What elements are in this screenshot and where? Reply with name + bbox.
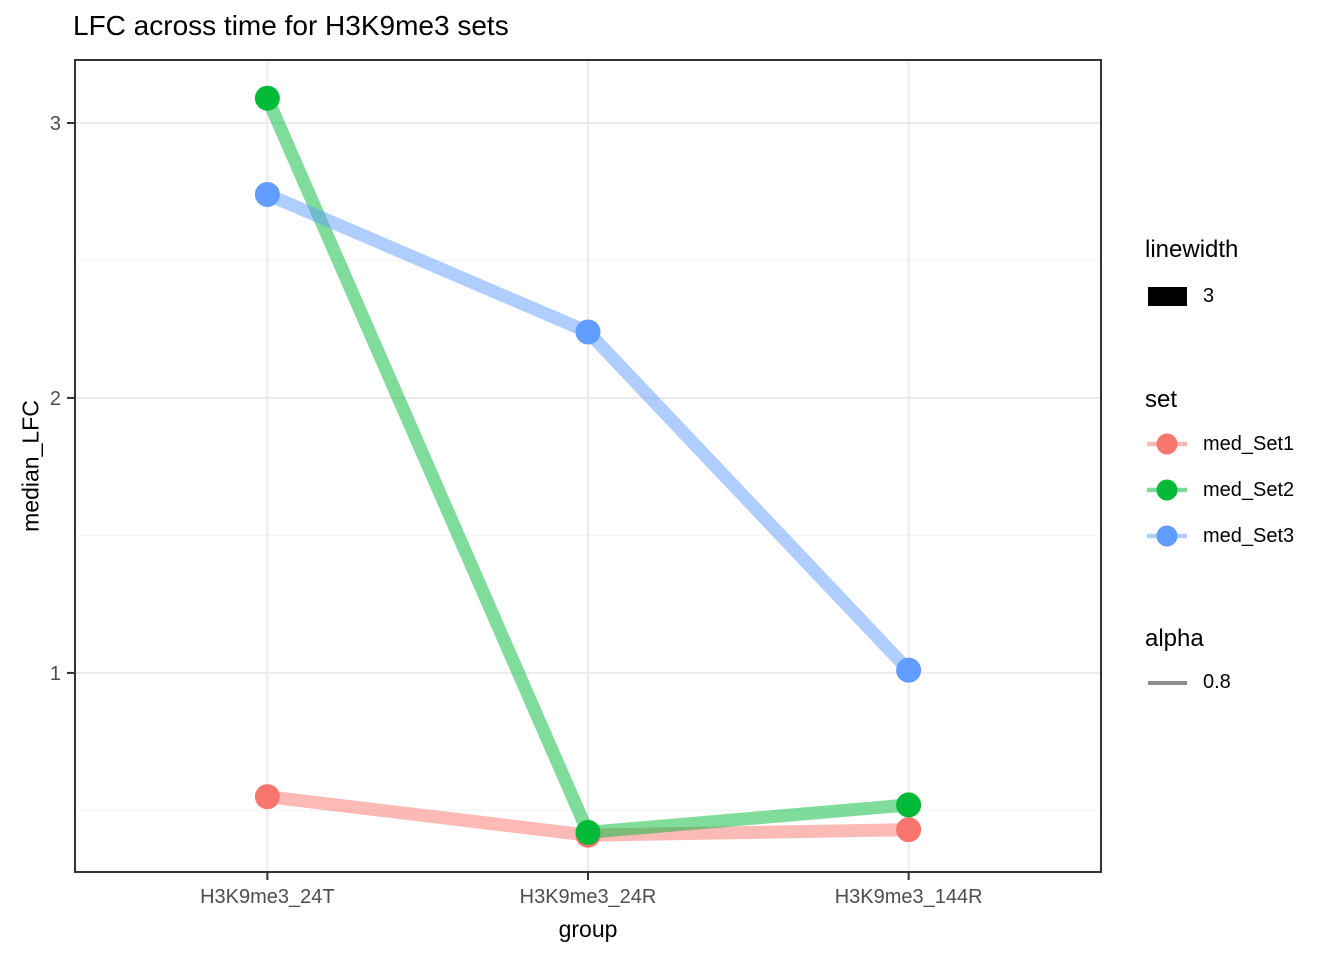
x-tick-label: H3K9me3_24T: [200, 886, 335, 908]
data-point-med_Set3: [254, 181, 280, 207]
x-tick-label: H3K9me3_144R: [835, 886, 983, 908]
y-tick-label: 1: [50, 663, 61, 685]
legend-key-point: [1156, 479, 1178, 501]
y-axis-title: median_LFC: [17, 400, 44, 532]
x-tick-label: H3K9me3_24R: [520, 886, 657, 908]
legend-set-entry: med_Set1: [1147, 421, 1294, 467]
legend-set-title: set: [1145, 386, 1178, 413]
chart-title: LFC across time for H3K9me3 sets: [73, 10, 509, 41]
data-point-med_Set3: [896, 657, 922, 683]
data-point-med_Set2: [254, 85, 280, 111]
data-point-med_Set3: [575, 319, 601, 345]
legend-set-label: med_Set3: [1203, 524, 1295, 547]
legend-set-entries: med_Set1 med_Set2 med_Set3: [1147, 421, 1294, 559]
legend-key-point: [1156, 433, 1178, 455]
legend-linewidth-title: linewidth: [1145, 236, 1239, 263]
data-point-med_Set1: [896, 817, 922, 843]
legend-key-med_Set3: [1147, 525, 1187, 547]
data-point-med_Set1: [254, 784, 280, 810]
legend-key-point: [1156, 525, 1178, 547]
legend-alpha-title: alpha: [1145, 625, 1204, 652]
legend-set-label: med_Set2: [1203, 478, 1295, 501]
legend-linewidth-value: 3: [1203, 285, 1215, 307]
x-axis-title: group: [558, 916, 618, 942]
legend-set-entry: med_Set2: [1147, 467, 1294, 513]
legend-set-label: med_Set1: [1203, 432, 1295, 455]
y-tick-label: 2: [50, 388, 61, 410]
legend-linewidth-key-swatch: [1148, 287, 1187, 306]
legend-set-entry: med_Set3: [1147, 513, 1294, 559]
legend-key-med_Set1: [1147, 433, 1187, 455]
legend-alpha-value: 0.8: [1203, 671, 1231, 693]
legend-alpha-key-line: [1148, 681, 1187, 685]
data-point-med_Set2: [575, 819, 601, 845]
data-point-med_Set2: [896, 792, 922, 818]
y-tick-label: 3: [50, 113, 61, 135]
legend-key-med_Set2: [1147, 479, 1187, 501]
